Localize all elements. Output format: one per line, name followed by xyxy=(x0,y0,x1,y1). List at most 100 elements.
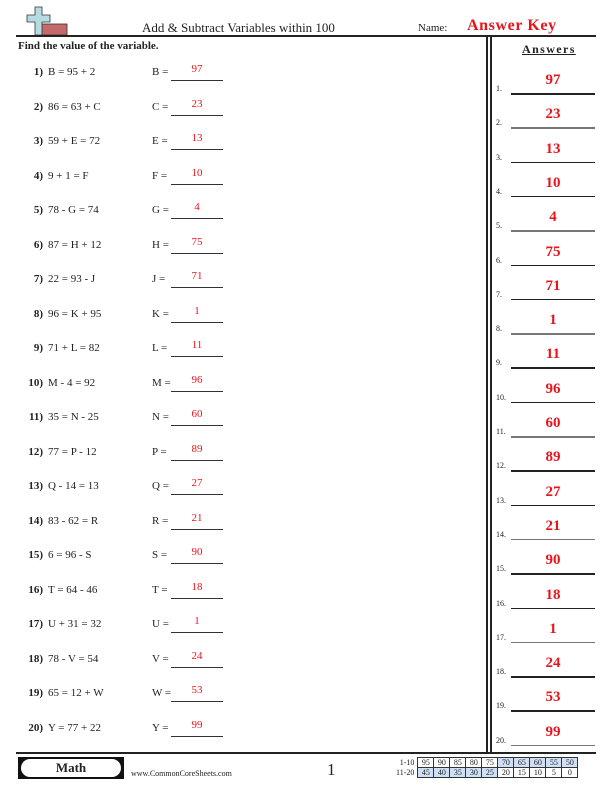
answer-field[interactable]: 23 xyxy=(191,97,203,110)
footer-divider xyxy=(16,752,596,754)
site-url: www.CommonCoreSheets.com xyxy=(131,769,232,778)
answer-key-number: 8. xyxy=(496,324,502,334)
answer-field[interactable]: 1 xyxy=(194,615,200,627)
answer-field[interactable]: 97 xyxy=(191,63,203,75)
answer-field[interactable]: 24 xyxy=(191,649,203,662)
answer-key-line xyxy=(511,573,595,575)
answer-key-item: 16. 18 xyxy=(494,587,598,611)
problem-equation: 83 - 62 = R xyxy=(48,514,99,527)
problem-equation: 71 + L = 82 xyxy=(48,342,100,354)
answer-field[interactable]: 1 xyxy=(194,304,200,317)
answer-field[interactable]: 99 xyxy=(191,718,203,731)
answer-key-value: 27 xyxy=(545,483,561,500)
answer-line xyxy=(171,666,223,668)
answer-key-value: 11 xyxy=(545,346,561,363)
variable-label: L = xyxy=(152,342,168,354)
subject-label: Math xyxy=(21,759,121,777)
problem-row: 5) 78 - G = 74 G = 4 xyxy=(0,201,480,224)
score-range-label: 1-10 xyxy=(399,758,415,767)
variable-label: U = xyxy=(152,618,169,630)
answer-key-number: 19. xyxy=(496,701,506,711)
answer-key-item: 4. 10 xyxy=(494,175,598,199)
subject-badge: Math xyxy=(18,757,124,779)
problem-equation: 9 + 1 = F xyxy=(48,169,89,182)
problem-row: 1) B = 95 + 2 B = 97 xyxy=(0,63,480,86)
answer-field[interactable]: 71 xyxy=(191,270,203,282)
answer-key-line xyxy=(511,230,595,232)
answer-key-item: 6. 75 xyxy=(494,244,598,268)
answer-field[interactable]: 60 xyxy=(191,408,203,420)
problem-row: 14) 83 - 62 = R R = 21 xyxy=(0,511,480,535)
variable-label: S = xyxy=(152,549,168,561)
answer-key-value: 75 xyxy=(545,243,561,260)
answer-key-number: 4. xyxy=(496,186,502,196)
variable-label: R = xyxy=(152,514,169,527)
answer-key-number: 17. xyxy=(496,632,506,642)
answer-field[interactable]: 4 xyxy=(194,201,200,213)
answer-key-value: 97 xyxy=(545,72,561,88)
problem-row: 12) 77 = P - 12 P = 89 xyxy=(0,442,480,466)
problem-number: 4) xyxy=(33,169,43,182)
answer-field[interactable]: 13 xyxy=(191,132,203,144)
answer-key-value: 71 xyxy=(545,277,561,294)
answer-key-value: 96 xyxy=(545,380,561,397)
answer-field[interactable]: 89 xyxy=(191,442,203,455)
score-cell: 85 xyxy=(449,757,467,768)
score-cell: 55 xyxy=(545,757,563,768)
answer-field[interactable]: 11 xyxy=(191,339,203,351)
answer-key-item: 10. 96 xyxy=(494,381,598,405)
answer-field[interactable]: 27 xyxy=(191,477,203,489)
answer-key-item: 1. 97 xyxy=(494,72,598,96)
answer-key-item: 11. 60 xyxy=(494,415,598,439)
score-cell: 65 xyxy=(513,757,531,768)
worksheet-title: Add & Subtract Variables within 100 xyxy=(142,20,335,35)
answer-field[interactable]: 18 xyxy=(191,580,203,593)
answer-key-number: 11. xyxy=(496,427,506,436)
answer-key-item: 3. 13 xyxy=(494,141,598,165)
answer-line xyxy=(171,563,223,564)
instructions: Find the value of the variable. xyxy=(18,40,159,52)
problem-row: 7) 22 = 93 - J J = 71 xyxy=(0,270,480,293)
variable-label: K = xyxy=(152,307,169,320)
score-cell: 25 xyxy=(481,767,499,778)
answer-key-number: 12. xyxy=(496,461,506,471)
answer-key-number: 13. xyxy=(496,495,506,505)
problem-number: 10) xyxy=(28,376,43,389)
score-row: 1-10 95 90 85 80 75 70 65 60 55 50 xyxy=(394,757,579,768)
problem-equation: U + 31 = 32 xyxy=(48,618,102,630)
answer-line xyxy=(171,597,223,599)
variable-label: Q = xyxy=(152,480,169,492)
answer-key-line xyxy=(511,401,595,404)
answer-key-value: 60 xyxy=(545,415,561,431)
variable-label: J = xyxy=(152,273,166,285)
answer-field[interactable]: 75 xyxy=(191,235,203,248)
problem-equation: 96 = K + 95 xyxy=(48,307,102,320)
problem-number: 11) xyxy=(28,411,43,423)
problem-number: 7) xyxy=(33,273,43,285)
answer-field[interactable]: 10 xyxy=(191,166,203,179)
answer-line xyxy=(171,528,223,530)
problem-number: 2) xyxy=(33,100,43,113)
answer-field[interactable]: 53 xyxy=(191,684,203,696)
answer-key-item: 12. 89 xyxy=(494,449,598,473)
problem-number: 12) xyxy=(28,445,43,458)
problem-equation: 35 = N - 25 xyxy=(48,411,99,423)
answer-field[interactable]: 21 xyxy=(191,511,203,524)
answer-key-line xyxy=(511,264,595,266)
answer-line xyxy=(171,114,223,116)
problem-number: 9) xyxy=(33,342,43,354)
score-cell: 75 xyxy=(481,757,499,768)
answer-key-line xyxy=(511,127,595,129)
answer-key-value: 99 xyxy=(545,723,561,740)
problem-row: 17) U + 31 = 32 U = 1 xyxy=(0,615,480,638)
variable-label: M = xyxy=(152,376,171,389)
answer-key-item: 2. 23 xyxy=(494,106,598,130)
answer-line xyxy=(171,459,223,461)
answer-key-line xyxy=(511,710,595,712)
score-cell: 15 xyxy=(513,767,531,778)
answer-key-line xyxy=(511,93,595,95)
answer-field[interactable]: 96 xyxy=(191,373,203,386)
answer-field[interactable]: 90 xyxy=(191,546,203,558)
problem-equation: M - 4 = 92 xyxy=(48,376,96,389)
problem-equation: 86 = 63 + C xyxy=(48,100,101,113)
